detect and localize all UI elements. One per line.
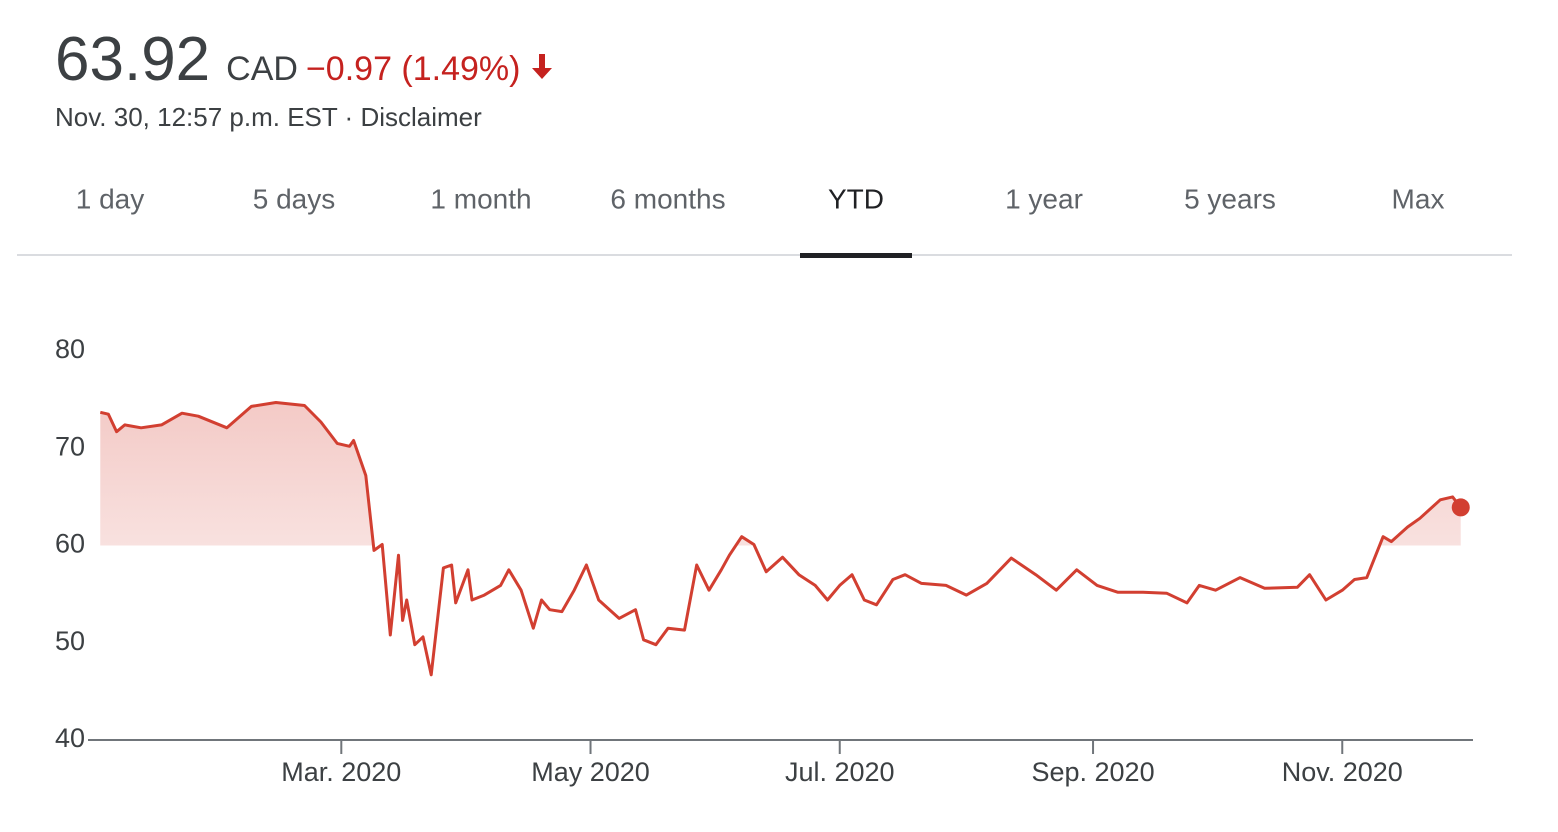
y-tick-label: 80 (55, 334, 85, 364)
tab-indicator (800, 253, 912, 258)
tab[interactable]: 1 day (76, 183, 145, 214)
down-arrow (532, 54, 553, 79)
x-tick-label: Mar. 2020 (281, 757, 401, 787)
y-tick-label: 50 (55, 626, 85, 656)
tab[interactable]: Max (1392, 183, 1445, 214)
y-tick-label: 70 (55, 431, 85, 461)
subline: Nov. 30, 12:57 p.m. EST · Disclaimer (55, 102, 482, 133)
price-line (99, 401, 1462, 677)
x-tick-label: May 2020 (531, 757, 650, 787)
timestamp: Nov. 30, 12:57 p.m. EST (55, 102, 338, 132)
y-tick-label: 60 (55, 529, 85, 559)
x-tick-label: Sep. 2020 (1031, 757, 1154, 787)
last-point (1451, 498, 1470, 517)
currency: CAD (226, 50, 298, 88)
tab[interactable]: 6 months (610, 183, 725, 214)
tab[interactable]: 5 days (253, 183, 336, 214)
price-row: 63.92 CAD −0.97 (1.49%) (55, 24, 556, 95)
price-change: −0.97 (1.49%) (305, 50, 521, 88)
x-tick-label: Nov. 2020 (1282, 757, 1403, 787)
separator: · (344, 102, 354, 132)
y-tick-label: 40 (55, 723, 85, 753)
price: 63.92 (55, 25, 211, 94)
area-fill (100, 402, 1461, 546)
tab[interactable]: YTD (828, 183, 884, 214)
tab[interactable]: 1 year (1005, 183, 1083, 214)
tab[interactable]: 5 years (1184, 183, 1276, 214)
disclaimer-link[interactable]: Disclaimer (360, 102, 482, 132)
x-tick-label: Jul. 2020 (785, 757, 895, 787)
tab[interactable]: 1 month (430, 183, 531, 214)
